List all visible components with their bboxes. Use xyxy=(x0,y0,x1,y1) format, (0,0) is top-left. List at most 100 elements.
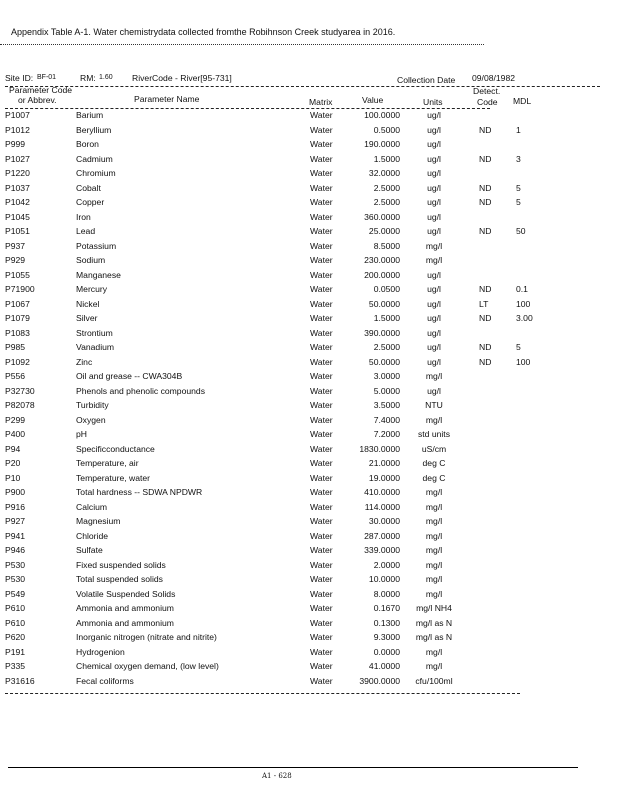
cell-matrix: Water xyxy=(310,356,333,367)
cell-detect: ND xyxy=(479,182,492,193)
cell-name: Temperature, air xyxy=(76,458,139,468)
cell-value: 3.0000 xyxy=(373,371,400,381)
cell-name: Volatile Suspended Solids xyxy=(76,588,176,599)
cell-value: 2.5000 xyxy=(373,182,400,193)
cell-units: ug/l xyxy=(427,313,441,323)
cell-value: 2.0000 xyxy=(373,559,400,570)
cell-value: 7.2000 xyxy=(373,429,400,439)
cell-matrix: Water xyxy=(310,240,333,251)
cell-name: Vanadium xyxy=(76,342,115,352)
cell-value: 30.0000 xyxy=(368,516,400,526)
col-units: Units xyxy=(423,97,443,107)
table-row: P916 Calcium Water 114.0000 mg/l xyxy=(0,502,618,516)
cell-mdl: 3 xyxy=(516,153,521,164)
cell-units: mg/l xyxy=(425,559,443,570)
table-row: P1007 Barium Water 100.0000 ug/l xyxy=(0,110,618,124)
cell-mdl: 100 xyxy=(516,356,531,367)
cell-code: P937 xyxy=(5,240,26,251)
cell-code: P1051 xyxy=(5,226,30,236)
col-detect-line2: Code xyxy=(477,97,498,107)
cell-matrix: Water xyxy=(310,574,333,584)
cell-matrix: Water xyxy=(310,617,333,628)
cell-units: mg/l NH4 xyxy=(416,603,452,613)
cell-value: 3900.0000 xyxy=(359,675,400,686)
cell-name: Phenols and phenolic compounds xyxy=(76,385,205,396)
cell-units: mg/l xyxy=(425,240,443,251)
cell-value: 50.0000 xyxy=(368,298,400,309)
cell-value: 114.0000 xyxy=(364,501,400,512)
cell-mdl: 0.1 xyxy=(516,284,528,294)
rm-label: RM: xyxy=(80,73,96,83)
col-matrix: Matrix xyxy=(309,97,333,107)
table-row: P1079 Silver Water 1.5000 ug/l ND 3.00 xyxy=(0,313,618,327)
cell-value: 3.5000 xyxy=(373,400,400,410)
cell-code: P191 xyxy=(5,646,26,657)
cell-units: mg/l xyxy=(425,545,443,555)
cell-units: ug/l xyxy=(427,124,441,135)
cell-value: 8.5000 xyxy=(373,240,400,251)
cell-units: mg/l xyxy=(425,371,443,381)
cell-value: 0.0500 xyxy=(373,284,400,294)
cell-name: Sulfate xyxy=(76,545,103,555)
col-code-line1: Parameter Code xyxy=(9,85,73,95)
cell-units: mg/l as N xyxy=(415,617,453,628)
col-name: Parameter Name xyxy=(134,94,200,104)
cell-name: Ammonia and ammonium xyxy=(76,617,174,628)
cell-units: mg/l as N xyxy=(415,632,453,642)
cell-value: 10.0000 xyxy=(368,574,400,584)
cell-name: Zinc xyxy=(76,356,93,367)
cell-units: mg/l xyxy=(425,530,443,541)
cell-code: P32730 xyxy=(5,385,35,396)
cell-code: P335 xyxy=(5,661,26,671)
cell-code: P610 xyxy=(5,617,26,628)
cell-value: 360.0000 xyxy=(364,211,400,222)
cell-matrix: Water xyxy=(310,284,333,294)
cell-matrix: Water xyxy=(310,545,333,555)
cell-units: ug/l xyxy=(427,197,441,207)
cell-code: P999 xyxy=(5,139,26,149)
cell-value: 410.0000 xyxy=(364,487,400,497)
site-id: BF-01 xyxy=(37,74,57,81)
cell-matrix: Water xyxy=(310,313,333,323)
cell-code: P31616 xyxy=(5,675,35,686)
cell-value: 0.0000 xyxy=(373,646,400,657)
cell-name: Cobalt xyxy=(76,182,101,193)
cell-detect: ND xyxy=(479,153,492,164)
cell-name: Barium xyxy=(76,110,104,120)
cell-value: 8.0000 xyxy=(373,588,400,599)
cell-units: ug/l xyxy=(427,327,441,338)
cell-name: Specificconductance xyxy=(76,443,155,454)
header-divider-top xyxy=(5,86,600,87)
cell-matrix: Water xyxy=(310,371,333,381)
cell-units: ug/l xyxy=(427,168,441,178)
table-row: P31616 Fecal coliforms Water 3900.0000 cfu/1… xyxy=(0,676,618,690)
cell-units: mg/l xyxy=(425,588,443,599)
cell-code: P1037 xyxy=(5,182,30,193)
cell-matrix: Water xyxy=(310,124,333,135)
table-row: P335 Chemical oxygen demand, (low level) W… xyxy=(0,661,618,675)
cell-value: 41.0000 xyxy=(368,661,400,671)
cell-name: Chromium xyxy=(76,168,116,178)
cell-units: ug/l xyxy=(427,284,441,294)
cell-code: P985 xyxy=(5,342,26,352)
cell-value: 1830.0000 xyxy=(359,443,400,454)
cell-matrix: Water xyxy=(310,501,333,512)
cell-units: ug/l xyxy=(427,385,441,396)
cell-matrix: Water xyxy=(310,458,333,468)
col-mdl: MDL xyxy=(513,96,532,106)
cell-code: P941 xyxy=(5,530,26,541)
cell-name: Fecal coliforms xyxy=(76,675,134,686)
table-row: P530 Fixed suspended solids Water 2.0000 mg/… xyxy=(0,560,618,574)
cell-name: Chemical oxygen demand, (low level) xyxy=(76,661,219,671)
table-row: P1083 Strontium Water 390.0000 ug/l xyxy=(0,328,618,342)
cell-value: 339.0000 xyxy=(364,545,400,555)
cell-matrix: Water xyxy=(310,675,333,686)
cell-name: Manganese xyxy=(76,269,121,280)
site-id-label: Site ID: xyxy=(5,73,34,83)
cell-code: P620 xyxy=(5,632,26,642)
table-row: P191 Hydrogenion Water 0.0000 mg/l xyxy=(0,647,618,661)
collection-date-label: Collection Date xyxy=(397,75,456,85)
cell-mdl: 5 xyxy=(516,182,521,193)
cell-mdl: 100 xyxy=(516,298,531,309)
cell-code: P1083 xyxy=(5,327,30,338)
